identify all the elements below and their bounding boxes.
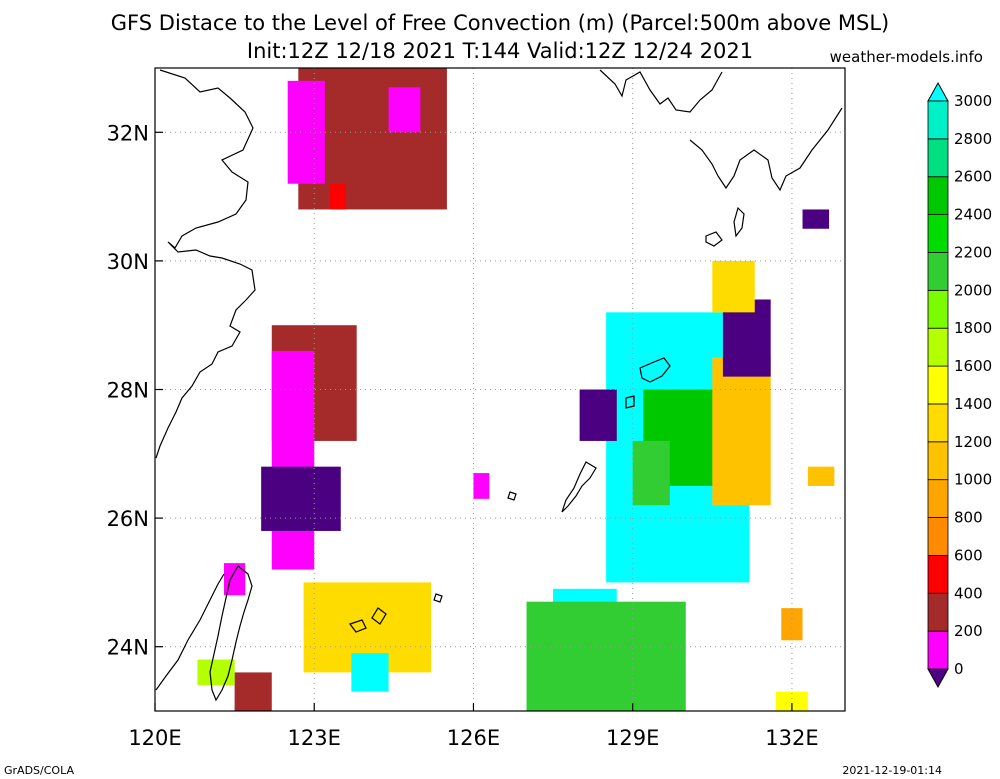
x-tick-label: 132E [765, 726, 818, 750]
colorbar-label: 2200 [954, 243, 992, 261]
heatmap-cell [224, 563, 246, 596]
colorbar-bin [927, 176, 949, 216]
china-coastline [155, 69, 256, 459]
x-axis: 120E 123E 126E 129E 132E [128, 703, 819, 750]
colorbar-bin [927, 214, 949, 253]
heatmap-cell [781, 608, 803, 641]
heatmap-cell [330, 183, 347, 210]
colorbar-bin [927, 403, 949, 443]
colorbar-bin [927, 630, 949, 670]
colorbar-bin [927, 555, 949, 594]
colorbar-bin [927, 365, 949, 405]
heatmap-cell [579, 389, 617, 441]
colorbar-bin [927, 289, 949, 329]
colorbar-label: 2000 [954, 281, 992, 299]
colorbar-label: 0 [954, 660, 964, 678]
tanegashima-coast [733, 206, 745, 238]
colorbar-bin [927, 138, 949, 178]
heatmap-cell [722, 299, 771, 377]
footer-left-label: GrADS/COLA [4, 764, 74, 777]
x-tick-label: 123E [288, 726, 341, 750]
heatmap-cell [807, 466, 835, 486]
colorbar-label: 1400 [954, 395, 992, 413]
heatmap-cell [712, 260, 755, 313]
colorbar-label: 600 [954, 546, 983, 564]
heatmap-cell [632, 440, 670, 506]
colorbar-label: 1600 [954, 357, 992, 375]
heatmap-cell [388, 87, 421, 133]
x-tick-label: 120E [128, 726, 181, 750]
heatmap-cell [526, 601, 686, 711]
colorbar-label: 400 [954, 584, 983, 602]
footer-right-label: 2021-12-19-01:14 [842, 764, 942, 777]
colorbar-label: 2800 [954, 130, 992, 148]
colorbar-bin [927, 441, 949, 481]
source-label: weather-models.info [830, 48, 983, 66]
colorbar-bin [927, 327, 949, 367]
kyushu-coastline [689, 107, 843, 192]
miyako-coast [371, 607, 387, 625]
heatmap-cell [351, 653, 389, 692]
x-tick-label: 129E [606, 726, 659, 750]
yakushima-coast [705, 231, 723, 247]
heatmap-layer [197, 68, 835, 711]
plot-area: 120E 123E 126E 129E 132E 24N 26N 28N 30N 32N [107, 67, 846, 750]
y-tick-label: 26N [107, 507, 149, 531]
colorbar-top-arrow [927, 81, 949, 102]
china-se-coastline [155, 573, 225, 691]
colorbar-label: 2400 [954, 206, 992, 224]
heatmap-cell [776, 691, 808, 711]
senkaku-coast [433, 593, 443, 603]
amami-coast [639, 357, 671, 383]
colorbar-bin [927, 479, 949, 518]
heatmap-cell [261, 466, 341, 531]
colorbar-label: 800 [954, 509, 983, 527]
y-tick-label: 30N [107, 250, 149, 274]
heatmap-cell [473, 473, 490, 499]
y-tick-label: 24N [107, 636, 149, 660]
taiwan-coastline [209, 565, 253, 702]
colorbar-bottom-arrow [927, 668, 949, 689]
colorbar-label: 2600 [954, 168, 992, 186]
colorbar-bin [927, 252, 949, 291]
colorbar-bin [927, 100, 949, 140]
colorbar-bin [927, 592, 949, 632]
korea-coastline [599, 69, 723, 113]
daito-coast [507, 491, 517, 501]
heatmap-cell [271, 350, 315, 570]
coastline-layer [155, 69, 843, 702]
x-tick-label: 126E [447, 726, 500, 750]
tokunoshima-coast [625, 395, 635, 409]
y-tick-label: 28N [107, 379, 149, 403]
y-tick-label: 32N [107, 121, 149, 145]
colorbar-label: 1800 [954, 319, 992, 337]
heatmap-cell [712, 357, 771, 506]
ishigaki-coast [349, 619, 367, 633]
colorbar-label: 1000 [954, 471, 992, 489]
colorbar-label: 200 [954, 622, 983, 640]
chart-title: GFS Distace to the Level of Free Convect… [111, 11, 889, 35]
heatmap-cell [234, 672, 272, 711]
colorbar-label: 1200 [954, 433, 992, 451]
heatmap-cell [802, 209, 830, 229]
colorbar-label: 3000 [954, 92, 992, 110]
chart-subtitle: Init:12Z 12/18 2021 T:144 Valid:12Z 12/2… [247, 39, 753, 63]
colorbar-bin [927, 517, 949, 556]
colorbar: 0 200 400 600 800 1000 1200 1400 1600 1800 2000 220… [927, 81, 992, 689]
y-axis: 24N 26N 28N 30N 32N [107, 121, 163, 660]
heatmap-cell [287, 80, 325, 184]
okinawa-coast [561, 461, 597, 513]
